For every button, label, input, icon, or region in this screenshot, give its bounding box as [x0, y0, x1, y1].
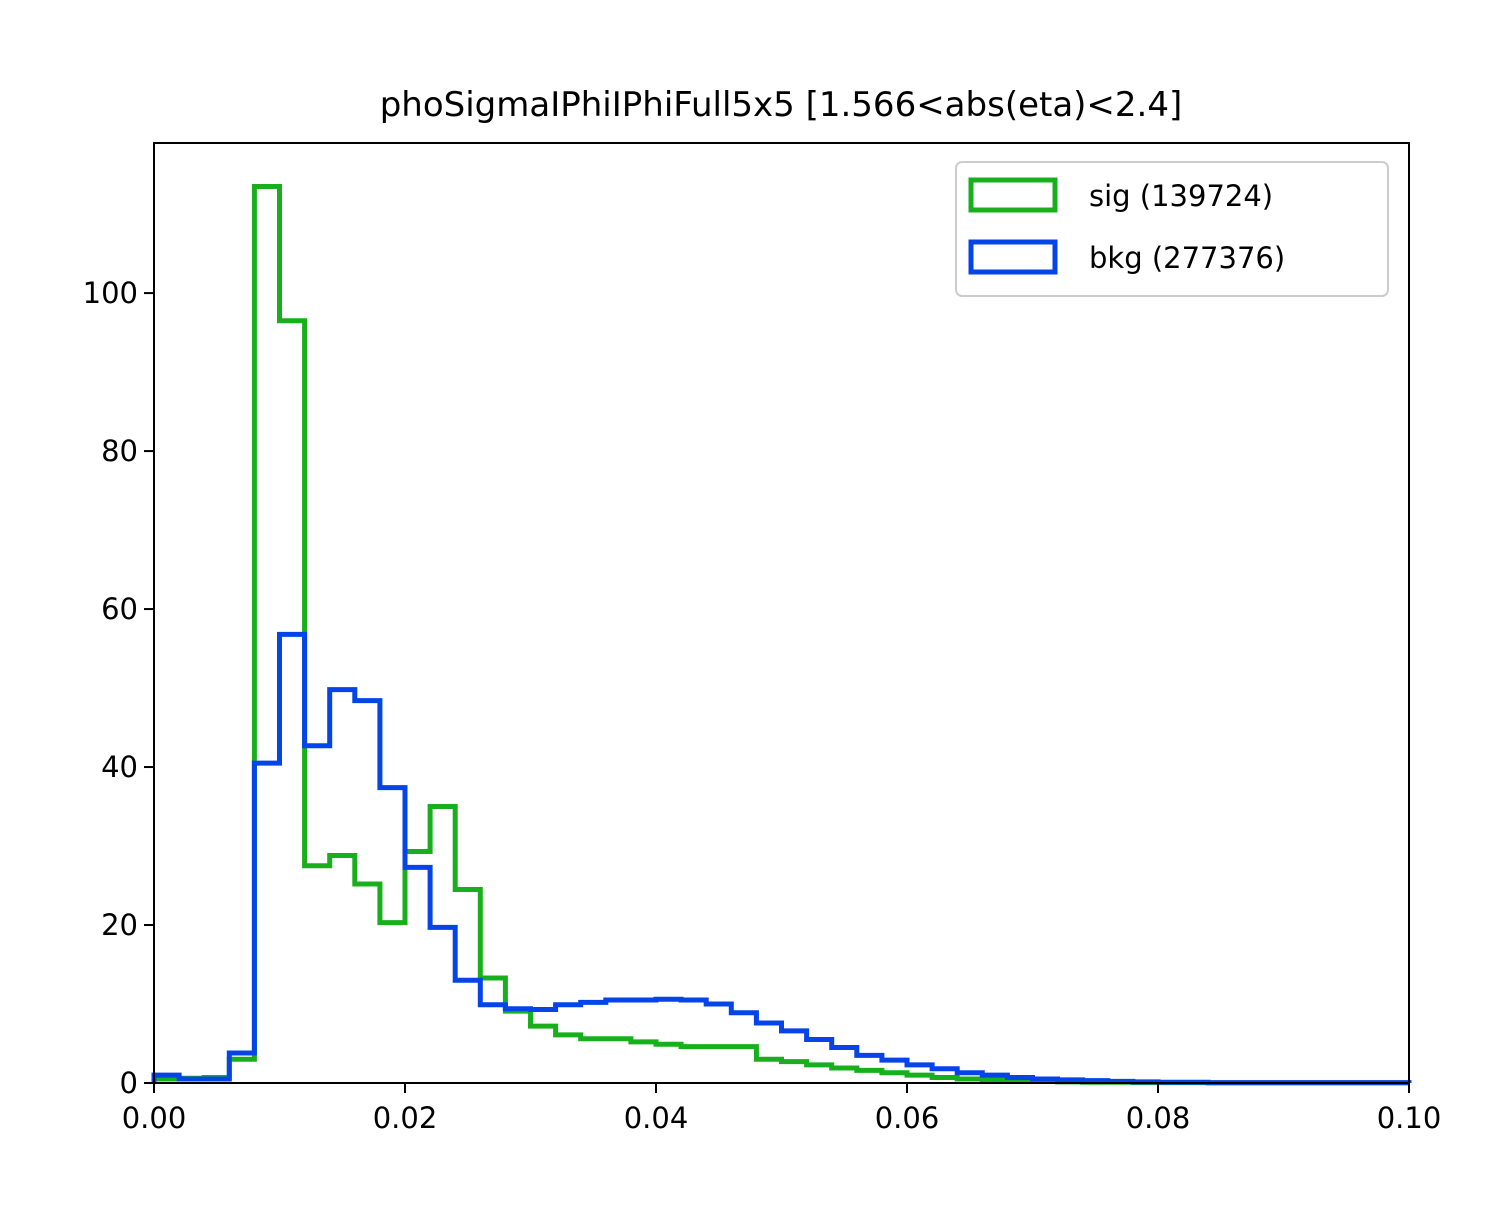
legend-label-sig: sig (139724): [1089, 179, 1273, 213]
y-tick-label: 0: [120, 1066, 138, 1100]
series-layer: [151, 183, 1412, 1086]
x-axis: 0.00 0.02 0.04 0.06 0.08 0.10: [122, 1083, 1442, 1135]
histogram-step-bkg: [151, 631, 1412, 1086]
legend-swatch-bkg: [968, 239, 1058, 275]
series-sig: [151, 183, 1412, 1086]
y-tick-label: 80: [101, 434, 138, 468]
y-tick-label: 40: [101, 750, 138, 784]
x-tick-label: 0.10: [1377, 1101, 1442, 1135]
x-tick-label: 0.06: [875, 1101, 940, 1135]
histogram-step-sig: [151, 183, 1412, 1086]
y-tick-label: 20: [101, 908, 138, 942]
y-tick-label: 60: [101, 592, 138, 626]
x-tick-label: 0.00: [122, 1101, 187, 1135]
x-tick-label: 0.04: [624, 1101, 689, 1135]
x-tick-label: 0.08: [1126, 1101, 1191, 1135]
legend: sig (139724) bkg (277376): [955, 161, 1389, 297]
y-axis: 0 20 40 60 80 100: [83, 276, 154, 1100]
series-bkg: [151, 631, 1412, 1086]
x-tick-label: 0.02: [373, 1101, 438, 1135]
plot-frame: [153, 142, 1410, 1084]
chart-title: phoSigmaIPhiIPhiFull5x5 [1.566<abs(eta)<…: [380, 85, 1183, 125]
y-tick-label: 100: [83, 276, 138, 310]
legend-label-bkg: bkg (277376): [1089, 241, 1285, 275]
legend-swatch-sig: [968, 177, 1058, 213]
legend-frame: [955, 161, 1389, 297]
